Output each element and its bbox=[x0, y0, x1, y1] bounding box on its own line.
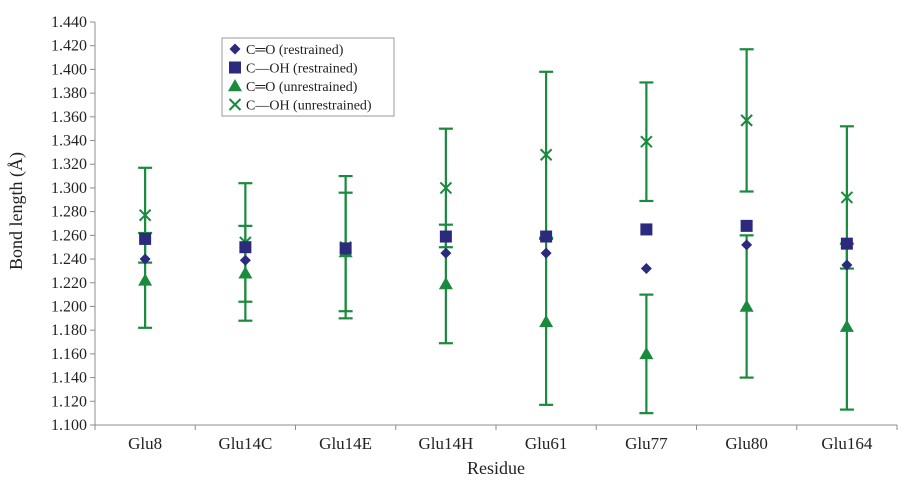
data-point bbox=[840, 237, 853, 250]
data-point bbox=[138, 208, 152, 222]
x-tick-label: Glu77 bbox=[625, 434, 668, 453]
legend-marker bbox=[229, 61, 241, 74]
data-point bbox=[539, 148, 553, 161]
data-point bbox=[640, 263, 652, 275]
data-point bbox=[640, 135, 653, 148]
y-tick-label: 1.240 bbox=[51, 251, 87, 268]
legend-label: C═O (unrestrained) bbox=[246, 80, 358, 95]
y-tick-label: 1.360 bbox=[51, 109, 87, 126]
y-tick-labels: 1.100 1.120 1.140 1.160 1.180 1.200 1.220 1.240… bbox=[51, 14, 95, 434]
data-point bbox=[239, 254, 251, 266]
y-tick-label: 1.340 bbox=[51, 133, 87, 150]
data-point bbox=[740, 114, 753, 127]
data-markers bbox=[138, 114, 854, 360]
legend: C═O (restrained) C—OH (restrained) C═O (un… bbox=[221, 37, 395, 117]
y-tick-label: 1.120 bbox=[51, 393, 87, 410]
y-tick-label: 1.260 bbox=[51, 227, 87, 244]
legend-marker bbox=[228, 79, 242, 92]
legend-marker bbox=[229, 43, 241, 55]
legend-label: C═O (restrained) bbox=[246, 43, 344, 58]
data-point bbox=[739, 299, 754, 312]
data-point bbox=[439, 230, 452, 243]
axes bbox=[94, 22, 897, 426]
x-tick-label: Glu14C bbox=[218, 434, 272, 453]
x-tick-label: Glu14E bbox=[319, 434, 372, 453]
x-tick-label: Glu80 bbox=[725, 434, 768, 453]
y-tick-label: 1.400 bbox=[51, 61, 87, 78]
data-point bbox=[539, 314, 554, 328]
x-tick-labels: Glu8 Glu14C Glu14E Glu14H Glu61 Glu77 Glu80 Glu… bbox=[94, 425, 898, 453]
legend-label: C—OH (unrestrained) bbox=[246, 99, 372, 114]
data-point bbox=[640, 223, 653, 236]
y-tick-label: 1.160 bbox=[51, 346, 87, 363]
data-point bbox=[839, 319, 854, 332]
y-tick-label: 1.220 bbox=[51, 275, 87, 292]
data-point bbox=[238, 266, 253, 279]
y-tick-label: 1.200 bbox=[51, 298, 87, 315]
x-tick-label: Glu8 bbox=[128, 434, 162, 453]
data-point bbox=[340, 244, 352, 256]
data-point bbox=[840, 191, 854, 204]
legend-marker bbox=[228, 98, 242, 111]
y-tick-label: 1.280 bbox=[51, 204, 87, 221]
data-point bbox=[639, 346, 654, 360]
data-point bbox=[440, 247, 452, 259]
data-point bbox=[740, 219, 753, 232]
data-point bbox=[439, 181, 453, 195]
x-tick-label: Glu14H bbox=[418, 434, 473, 453]
y-tick-label: 1.320 bbox=[51, 156, 87, 173]
x-tick-label: Glu164 bbox=[821, 434, 873, 453]
x-axis-label: Residue bbox=[467, 458, 525, 478]
legend-box bbox=[221, 37, 395, 117]
data-point bbox=[139, 232, 152, 245]
data-point bbox=[239, 241, 252, 254]
data-point bbox=[540, 247, 552, 259]
legend-label: C—OH (restrained) bbox=[246, 62, 358, 77]
data-point bbox=[438, 276, 453, 290]
data-point bbox=[138, 273, 153, 286]
data-point bbox=[741, 239, 753, 251]
y-axis-label: Bond length (Å) bbox=[6, 152, 27, 270]
y-tick-label: 1.380 bbox=[51, 85, 87, 102]
y-tick-label: 1.440 bbox=[51, 14, 87, 31]
data-point bbox=[139, 253, 151, 265]
y-tick-label: 1.180 bbox=[51, 322, 87, 339]
y-tick-label: 1.100 bbox=[51, 417, 87, 434]
y-tick-label: 1.300 bbox=[51, 180, 87, 197]
y-tick-label: 1.420 bbox=[51, 38, 87, 55]
y-tick-label: 1.140 bbox=[51, 370, 87, 387]
data-point bbox=[540, 230, 553, 243]
data-point bbox=[841, 259, 853, 271]
x-tick-label: Glu61 bbox=[525, 434, 568, 453]
